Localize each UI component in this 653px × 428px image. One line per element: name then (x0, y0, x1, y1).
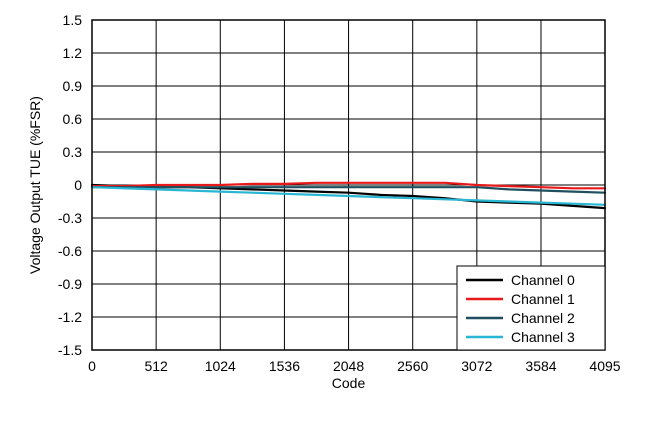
x-axis-title: Code (332, 375, 366, 391)
legend-label: Channel 3 (511, 329, 575, 345)
y-tick-label: -0.3 (58, 210, 82, 226)
y-tick-label: 0.6 (63, 111, 83, 127)
legend-label: Channel 1 (511, 291, 575, 307)
x-tick-label: 3072 (461, 358, 492, 374)
legend-label: Channel 0 (511, 272, 575, 288)
x-tick-labels: 0 512 1024 1536 2048 2560 3072 3584 4095 (88, 358, 621, 374)
x-tick-label: 512 (144, 358, 168, 374)
plot-frame (91, 19, 606, 351)
series-layer (90, 181, 607, 210)
series-line-channel-2 (90, 186, 607, 194)
y-tick-label: -0.9 (58, 276, 82, 292)
legend-label: Channel 2 (511, 310, 575, 326)
y-tick-label: -1.5 (58, 342, 82, 358)
legend: Channel 0 Channel 1 Channel 2 Channel 3 (456, 265, 606, 351)
y-axis-title: Voltage Output TUE (%FSR) (27, 96, 43, 274)
y-tick-label: 0.3 (63, 144, 83, 160)
x-tick-label: 1024 (205, 358, 236, 374)
y-tick-label: 1.2 (63, 45, 83, 61)
x-tick-label: 2048 (333, 358, 364, 374)
x-tick-label: 3584 (525, 358, 556, 374)
y-tick-label: -1.2 (58, 309, 82, 325)
y-tick-labels: 1.5 1.2 0.9 0.6 0.3 0 -0.3 -0.6 -0.9 -1.2 -1.5 (58, 12, 82, 358)
y-tick-label: 1.5 (63, 12, 83, 28)
x-tick-label: 4095 (589, 358, 620, 374)
y-tick-label: -0.6 (58, 243, 82, 259)
x-tick-label: 1536 (269, 358, 300, 374)
series-line-channel-3 (90, 186, 607, 206)
series-line-channel-1 (90, 181, 607, 190)
x-tick-label: 0 (88, 358, 96, 374)
y-tick-label: 0 (74, 177, 82, 193)
y-tick-label: 0.9 (63, 78, 83, 94)
x-tick-label: 2560 (397, 358, 428, 374)
